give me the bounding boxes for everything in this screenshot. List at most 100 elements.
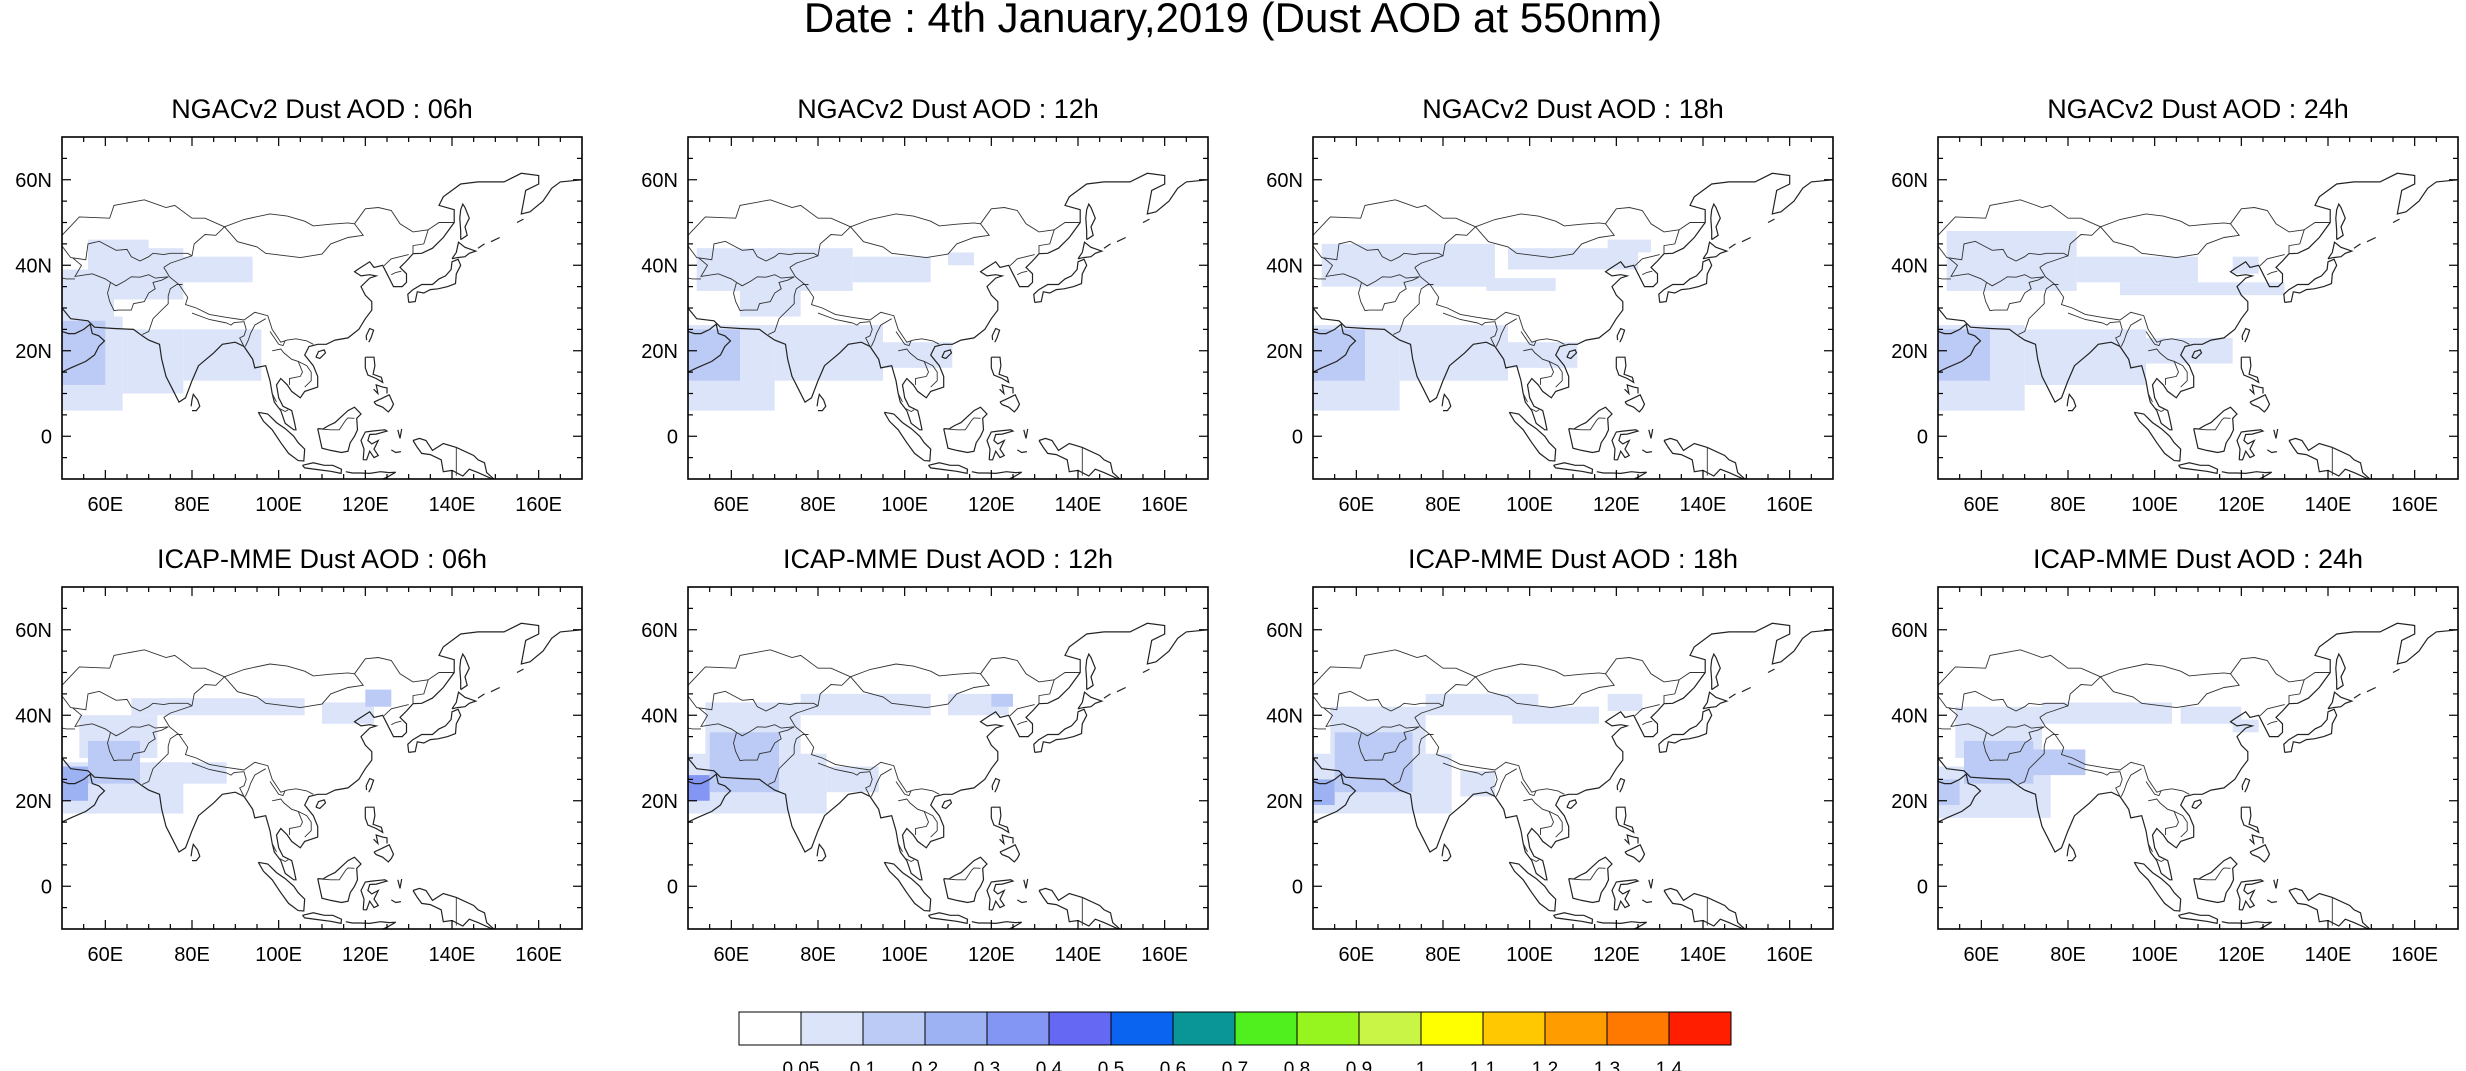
- dust-aod-cell: [1313, 779, 1335, 806]
- x-tick-label: 160E: [1766, 944, 1813, 966]
- country-border: [1475, 213, 1606, 228]
- x-tick-label: 100E: [2131, 944, 2178, 966]
- coastline: [1710, 202, 1721, 241]
- country-border: [2100, 213, 2231, 228]
- country-border: [1938, 240, 2069, 262]
- x-tick-label: 120E: [2218, 944, 2265, 966]
- map-content: [62, 137, 582, 479]
- coastline: [407, 708, 462, 753]
- coastline: [2249, 843, 2271, 863]
- country-border: [1983, 276, 2045, 312]
- country-border: [1313, 199, 1476, 236]
- dust-aod-cell: [1399, 325, 1508, 381]
- coastline: [1038, 887, 1121, 929]
- country-border: [1572, 867, 1606, 881]
- country-border: [789, 207, 1055, 268]
- country-border: [923, 810, 938, 838]
- coastline: [1648, 428, 1654, 439]
- country-border: [279, 408, 289, 413]
- country-border: [2145, 781, 2162, 797]
- coastline: [2178, 912, 2219, 925]
- country-border: [852, 771, 873, 797]
- country-border: [733, 276, 795, 312]
- coastline: [1023, 878, 1029, 889]
- country-border: [1393, 734, 1434, 785]
- map-panel: NGACv2 Dust AOD : 06h 60E 80E 100E 120E 140E 1…: [15, 94, 583, 516]
- country-border: [321, 417, 355, 431]
- country-border: [2018, 284, 2059, 335]
- coastline: [2066, 843, 2077, 862]
- coastline: [2283, 708, 2338, 753]
- country-border: [2155, 408, 2165, 413]
- colorbar-swatch: [924, 1011, 988, 1046]
- coastline: [1611, 879, 1640, 911]
- coastline: [2236, 879, 2265, 911]
- dust-aod-cell: [157, 762, 227, 784]
- country-border: [1414, 267, 1565, 345]
- coastline: [2066, 393, 2077, 412]
- coastline: [1728, 243, 1736, 249]
- country-border: [1017, 720, 1028, 726]
- country-border: [688, 277, 701, 280]
- country-border: [2197, 867, 2231, 881]
- figure-title: Date : 4th January,2019 (Dust AOD at 550…: [804, 0, 1662, 41]
- country-border: [2147, 393, 2153, 403]
- country-border: [698, 707, 795, 737]
- country-border: [789, 717, 940, 795]
- country-border: [2197, 417, 2231, 431]
- country-border: [1938, 199, 2101, 236]
- map-panel: NGACv2 Dust AOD : 24h 60E 80E 100E 120E 140E 1…: [1891, 94, 2459, 516]
- country-border: [1634, 704, 1660, 717]
- coastline: [2236, 429, 2265, 461]
- x-tick-label: 120E: [1593, 494, 1640, 516]
- colorbar-label: 1: [1416, 1059, 1427, 1071]
- country-border: [62, 727, 75, 730]
- coastline: [688, 773, 732, 823]
- country-border: [2067, 312, 2103, 324]
- country-border: [269, 331, 286, 347]
- dust-aod-cell: [157, 256, 253, 283]
- country-border: [850, 663, 981, 678]
- country-border: [226, 321, 247, 347]
- y-tick-label: 40N: [1266, 255, 1303, 277]
- country-border: [733, 726, 795, 762]
- country-border: [850, 213, 981, 228]
- country-border: [2100, 663, 2231, 678]
- coastline: [2178, 462, 2219, 475]
- dust-aod-cell: [2042, 702, 2172, 724]
- x-tick-label: 100E: [255, 944, 302, 966]
- coastline: [999, 834, 1014, 846]
- country-border: [163, 207, 429, 268]
- country-border: [688, 649, 851, 686]
- x-tick-label: 140E: [1055, 494, 1102, 516]
- colorbar-swatch: [1358, 1011, 1422, 1046]
- coastline: [2193, 406, 2238, 454]
- coastline: [1741, 236, 1751, 243]
- coastline: [1508, 861, 1557, 912]
- country-border: [1642, 720, 1653, 726]
- x-tick-label: 120E: [968, 494, 1015, 516]
- dust-aod-cell: [800, 693, 931, 716]
- y-tick-label: 20N: [641, 791, 678, 813]
- dust-aod-cell: [709, 732, 779, 793]
- country-border: [768, 284, 809, 335]
- coastline: [1313, 622, 1833, 881]
- coastline: [2353, 693, 2361, 699]
- country-border: [279, 858, 289, 863]
- coastline: [373, 834, 388, 846]
- dust-aod-cell: [740, 282, 801, 317]
- country-border: [1983, 726, 2045, 762]
- dust-aod-cell: [2232, 719, 2259, 733]
- map-content: [1313, 137, 1833, 479]
- coastline: [991, 327, 1001, 343]
- country-border: [1678, 222, 1706, 231]
- x-tick-label: 60E: [714, 494, 750, 516]
- x-tick-label: 140E: [1680, 944, 1727, 966]
- dust-aod-cell: [852, 256, 931, 283]
- x-tick-label: 60E: [714, 944, 750, 966]
- country-border: [226, 771, 247, 797]
- coastline: [2273, 878, 2279, 889]
- coastline: [2133, 861, 2182, 912]
- y-tick-label: 60N: [1266, 620, 1303, 642]
- coastline: [1038, 437, 1121, 479]
